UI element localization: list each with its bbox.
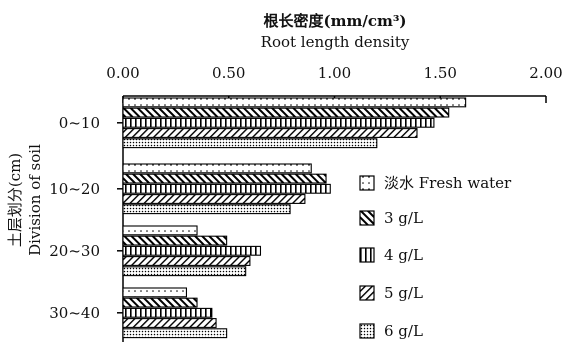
legend-label: 3 g/L — [384, 209, 423, 227]
x-tick-label: 0.00 — [106, 64, 139, 82]
bar-0~10-5 g/L — [122, 128, 418, 138]
legend: 淡水 Fresh water 3 g/L 4 g/L 5 g/L 6 g/L — [359, 174, 512, 340]
legend-swatch — [359, 323, 375, 339]
legend-swatch — [359, 210, 375, 226]
bar-20~30-6 g/L — [122, 266, 247, 277]
bar-20~30-3 g/L — [122, 235, 228, 246]
y-category-label: 10~20 — [49, 180, 100, 198]
bar-10~20-4 g/L — [122, 183, 331, 194]
bar-0~10-淡水 Fresh water — [122, 97, 467, 108]
legend-label: 5 g/L — [384, 284, 423, 302]
bar-10~20-3 g/L — [122, 173, 327, 184]
bar-20~30-淡水 Fresh water — [122, 225, 198, 236]
y-axis: 0~10 10~20 20~30 30~40 — [49, 96, 124, 342]
y-category-label: 0~10 — [59, 114, 100, 132]
bar-20~30-4 g/L — [122, 245, 262, 256]
bar-30~40-4 g/L — [122, 307, 213, 318]
chart-title-cn: 根长密度(mm/cm³) — [264, 12, 407, 30]
x-tick-label: 0.50 — [212, 64, 245, 82]
x-tick-label: 2.00 — [529, 64, 562, 82]
y-axis-label-cn: 土层划分(cm) — [6, 153, 24, 247]
y-category-label: 30~40 — [49, 304, 100, 322]
x-tick-label: 1.00 — [318, 64, 351, 82]
bar-0~10-4 g/L — [122, 117, 435, 128]
y-category-label: 20~30 — [49, 242, 100, 260]
bar-0~10-3 g/L — [122, 107, 450, 118]
legend-swatch — [359, 285, 375, 301]
bar-10~20-6 g/L — [122, 204, 291, 215]
bar-30~40-6 g/L — [122, 328, 228, 339]
bar-30~40-5 g/L — [122, 318, 217, 328]
bar-10~20-淡水 Fresh water — [122, 163, 312, 174]
bar-30~40-3 g/L — [122, 297, 198, 308]
bar-0~10-6 g/L — [122, 138, 378, 149]
legend-swatch — [359, 247, 375, 263]
bars — [122, 97, 467, 339]
bar-20~30-5 g/L — [122, 256, 251, 266]
y-axis-label-en: Division of soil — [26, 144, 44, 256]
legend-label: 淡水 Fresh water — [384, 174, 512, 192]
legend-swatch — [359, 175, 375, 191]
x-tick-label: 1.50 — [424, 64, 457, 82]
chart-title-en: Root length density — [261, 33, 410, 51]
x-axis: 0.00 0.50 1.00 1.50 2.00 — [106, 64, 563, 103]
bar-10~20-5 g/L — [122, 194, 306, 204]
legend-label: 6 g/L — [384, 322, 423, 340]
bar-30~40-淡水 Fresh water — [122, 287, 188, 298]
legend-label: 4 g/L — [384, 246, 423, 264]
